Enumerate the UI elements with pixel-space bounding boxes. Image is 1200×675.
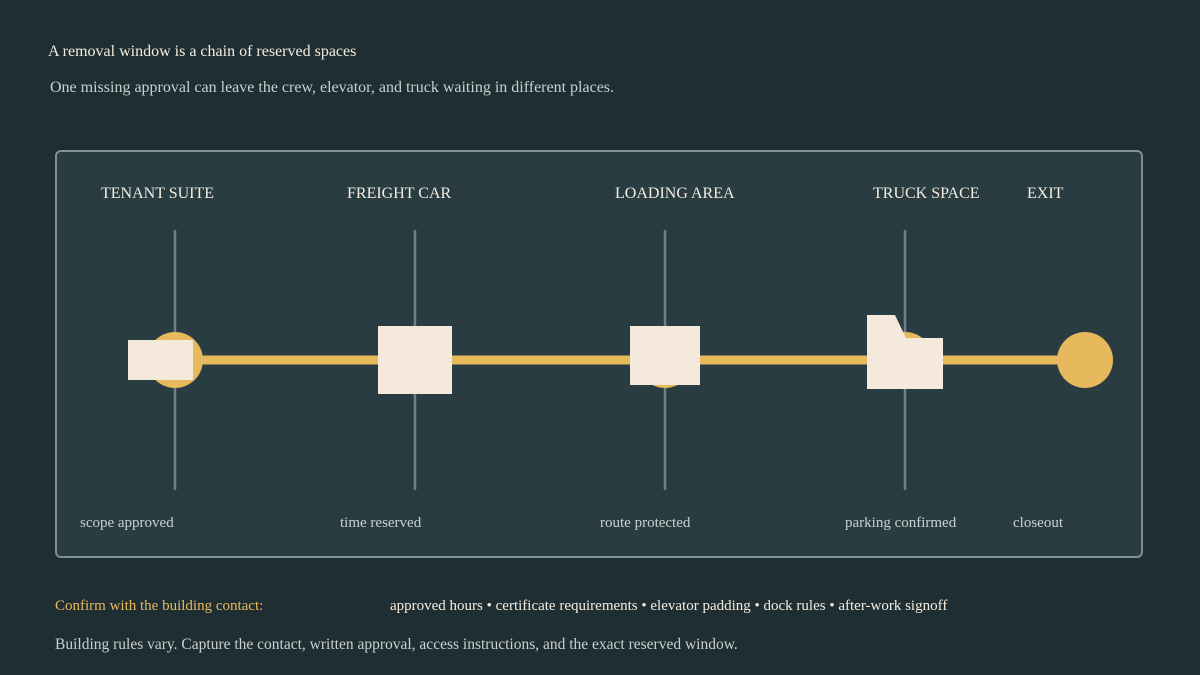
node-exit — [1057, 332, 1113, 388]
page-subtitle: One missing approval can leave the crew,… — [50, 79, 615, 96]
stage-label-truck-space: TRUCK SPACE — [873, 185, 980, 202]
block-tenant-suite — [128, 340, 193, 380]
status-freight-car: time reserved — [340, 515, 422, 531]
block-loading-area — [630, 326, 700, 385]
confirm-label: Confirm with the building contact: — [55, 598, 264, 614]
page-title: A removal window is a chain of reserved … — [48, 43, 357, 60]
status-loading-area: route protected — [600, 515, 691, 531]
block-truck-space — [867, 315, 943, 389]
block-freight-car — [378, 326, 452, 394]
footer-note: Building rules vary. Capture the contact… — [55, 636, 738, 653]
stage-label-exit: EXIT — [1027, 185, 1064, 202]
stage-label-freight-car: FREIGHT CAR — [347, 185, 452, 202]
confirm-items: approved hours • certificate requirement… — [390, 598, 948, 614]
stage-label-tenant-suite: TENANT SUITE — [101, 185, 215, 202]
stage-label-loading-area: LOADING AREA — [615, 185, 735, 202]
status-tenant-suite: scope approved — [80, 515, 174, 531]
diagram-panel — [55, 150, 1143, 558]
status-exit: closeout — [1013, 515, 1063, 531]
status-truck-space: parking confirmed — [845, 515, 957, 531]
